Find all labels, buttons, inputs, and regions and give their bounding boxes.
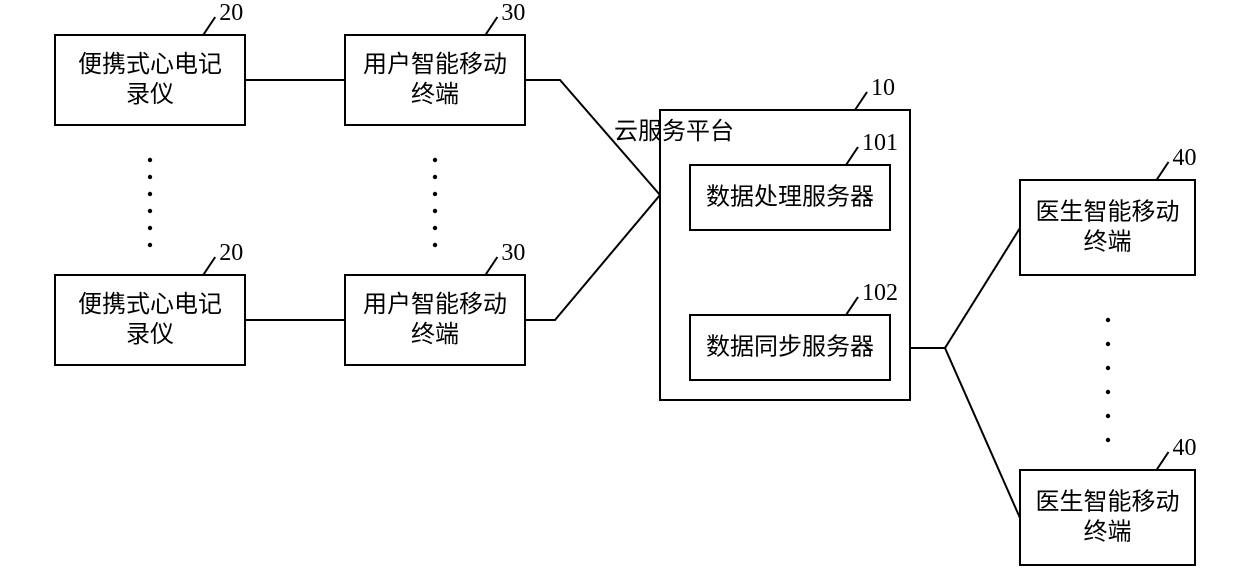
edge-user2-cloud xyxy=(525,195,660,320)
node-rec2: 20 便携式心电记录仪 xyxy=(55,240,245,365)
node-text-rec1-l1: 录仪 xyxy=(126,82,174,108)
node-text-user2-l0: 用户智能移动 xyxy=(363,291,507,318)
node-text-doc2-l1: 终端 xyxy=(1084,519,1132,546)
node-label-num-rec2: 20 xyxy=(219,240,243,266)
node-label-num-sync: 102 xyxy=(862,280,898,306)
node-text-user1-l1: 终端 xyxy=(411,81,459,108)
node-text-doc1-l1: 终端 xyxy=(1084,229,1132,256)
node-label-num-user1: 30 xyxy=(501,0,525,26)
node-doc2: 40 医生智能移动终端 xyxy=(1020,435,1197,565)
vdots-0 xyxy=(148,158,152,247)
node-user2: 30 用户智能移动终端 xyxy=(345,240,525,365)
vdots-2 xyxy=(1106,318,1110,442)
node-text-rec1-l0: 便携式心电记 xyxy=(78,51,222,78)
node-label-num-doc2: 40 xyxy=(1173,435,1197,461)
node-text-doc1-l0: 医生智能移动 xyxy=(1036,199,1180,226)
node-text-doc2-l0: 医生智能移动 xyxy=(1036,489,1180,516)
node-label-num-user2: 30 xyxy=(501,240,525,266)
node-label-num-proc: 101 xyxy=(862,130,898,156)
node-text-user1-l0: 用户智能移动 xyxy=(363,51,507,78)
vdots-1 xyxy=(433,158,437,247)
node-user1: 30 用户智能移动终端 xyxy=(345,0,525,125)
node-text-rec2-l0: 便携式心电记 xyxy=(78,291,222,318)
node-doc1: 40 医生智能移动终端 xyxy=(1020,145,1197,275)
node-label-num-cloud: 10 xyxy=(871,75,895,101)
node-text-rec2-l1: 录仪 xyxy=(126,322,174,348)
node-text-user2-l1: 终端 xyxy=(411,321,459,348)
node-label-num-doc1: 40 xyxy=(1173,145,1197,171)
node-text-sync-l0: 数据同步服务器 xyxy=(706,334,874,361)
node-text-proc-l0: 数据处理服务器 xyxy=(706,184,874,211)
node-title-cloud: 云服务平台 xyxy=(614,118,734,145)
node-rec1: 20 便携式心电记录仪 xyxy=(55,0,245,125)
node-label-num-rec1: 20 xyxy=(219,0,243,26)
